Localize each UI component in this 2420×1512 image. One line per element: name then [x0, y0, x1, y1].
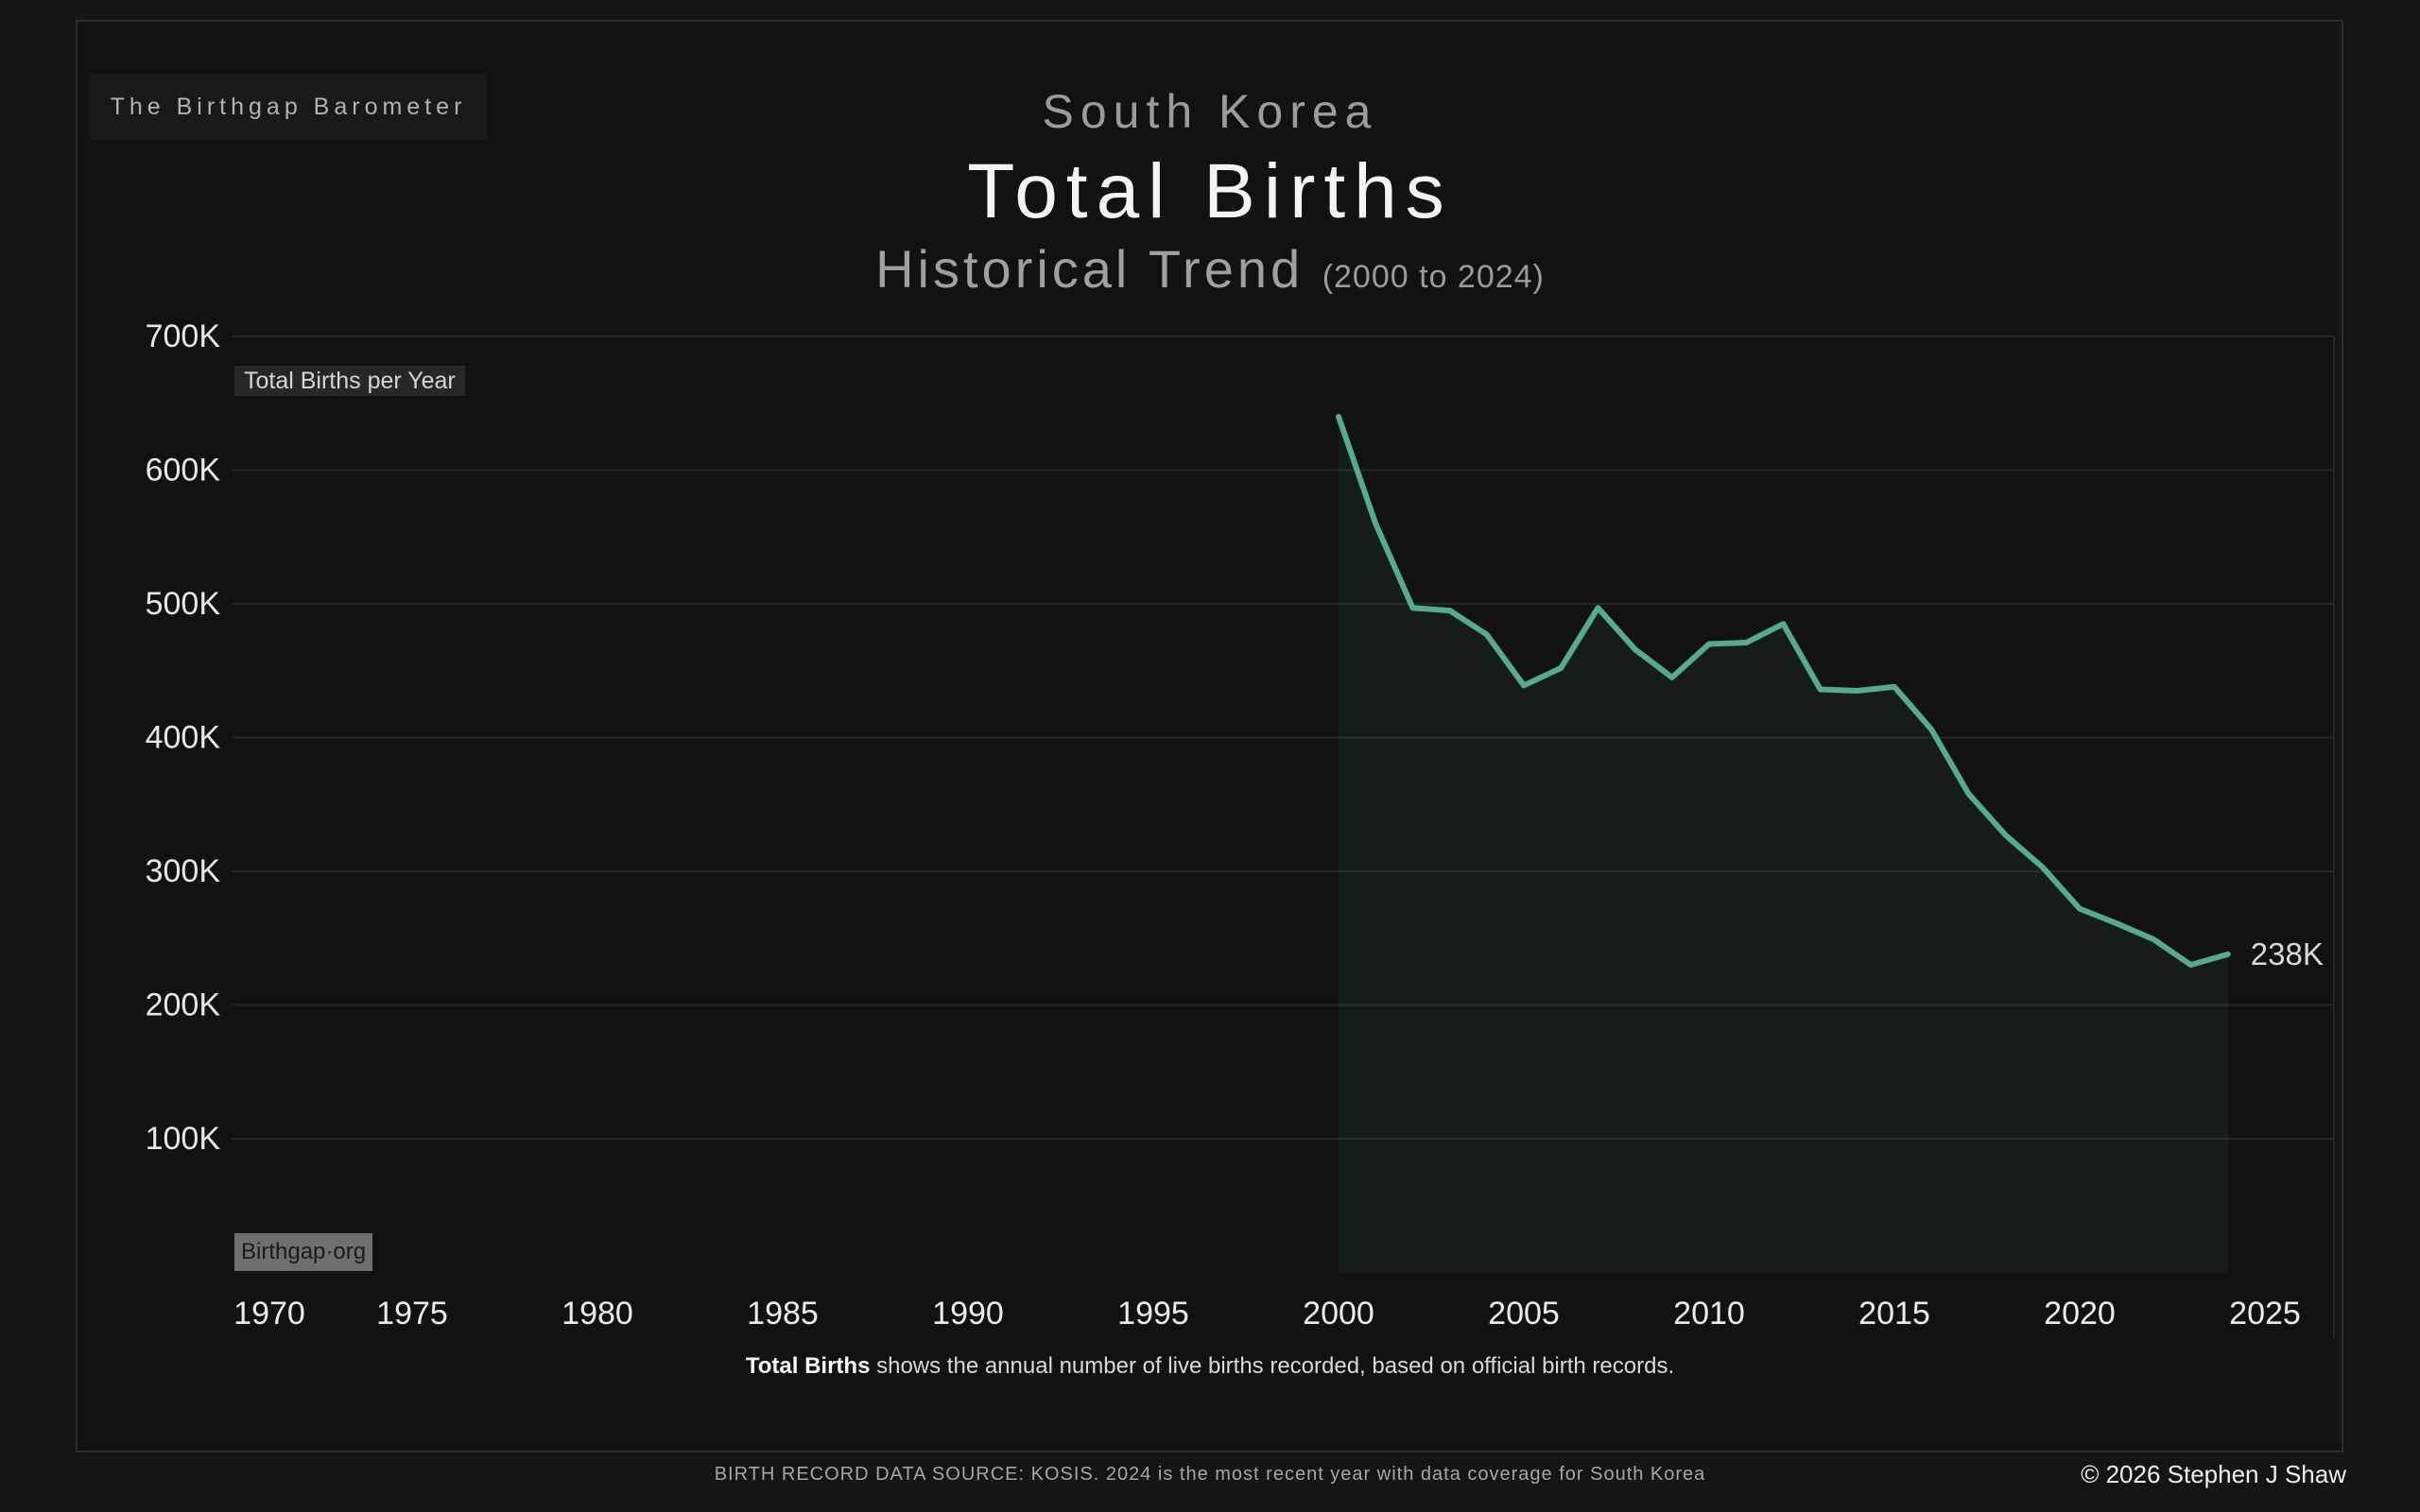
chart-caption: Total Births shows the annual number of … [0, 1353, 2420, 1380]
y-axis-tick-label: 200K [146, 988, 221, 1023]
x-axis-tick-label: 1995 [1117, 1296, 1189, 1332]
x-axis-tick-label: 2015 [1858, 1296, 1930, 1332]
series-label-text: Total Births per Year [244, 368, 456, 394]
title-subtitle: Historical Trend (2000 to 2024) [0, 240, 2420, 306]
x-axis-tick-label: 1970 [233, 1296, 305, 1332]
watermark-badge: Birthgap·org [234, 1233, 373, 1271]
caption-text: shows the annual number of live births r… [870, 1353, 1675, 1379]
y-axis-tick-label: 700K [146, 318, 221, 354]
series-label-badge: Total Births per Year [234, 366, 465, 396]
x-axis-tick-label: 2025 [2229, 1296, 2301, 1332]
x-axis-tick-label: 1985 [747, 1296, 819, 1332]
page-title: Total Births [967, 148, 1453, 234]
x-axis-tick-label: 2010 [1673, 1296, 1745, 1332]
caption-term: Total Births [745, 1353, 871, 1379]
copyright-notice: © 2026 Stephen J Shaw [2081, 1460, 2346, 1488]
main-card [76, 20, 2343, 1452]
x-axis-tick-label: 2020 [2044, 1296, 2116, 1332]
watermark-text: Birthgap·org [241, 1239, 367, 1264]
subtitle-range: (2000 to 2024) [1322, 259, 1545, 295]
series-line [1336, 413, 2231, 969]
x-axis-tick-label: 2005 [1488, 1296, 1560, 1332]
title-region: South Korea [1042, 85, 1378, 138]
y-axis-tick-label: 300K [146, 853, 221, 889]
subtitle-range-text: (2000 to 2024) [1322, 259, 1545, 295]
y-axis-tick-label: 400K [146, 720, 221, 756]
last-value-label: 238K [2251, 936, 2324, 971]
y-axis-tick-label: 500K [146, 586, 221, 622]
x-axis-tick-label: 1975 [376, 1296, 448, 1332]
data-source-note: BIRTH RECORD DATA SOURCE: KOSIS. 2024 is… [714, 1464, 1706, 1485]
x-axis-tick-label: 2000 [1303, 1296, 1374, 1332]
subtitle-text: Historical Trend [875, 239, 1305, 299]
brand-badge-label: The Birthgap Barometer [110, 93, 467, 120]
series-area-fill [1339, 416, 2228, 1273]
x-axis-tick-label: 1980 [562, 1296, 633, 1332]
y-axis-tick-label: 600K [146, 453, 221, 489]
y-axis-tick-label: 100K [146, 1121, 221, 1157]
x-axis-tick-label: 1990 [932, 1296, 1004, 1332]
brand-badge: The Birthgap Barometer [90, 74, 487, 140]
